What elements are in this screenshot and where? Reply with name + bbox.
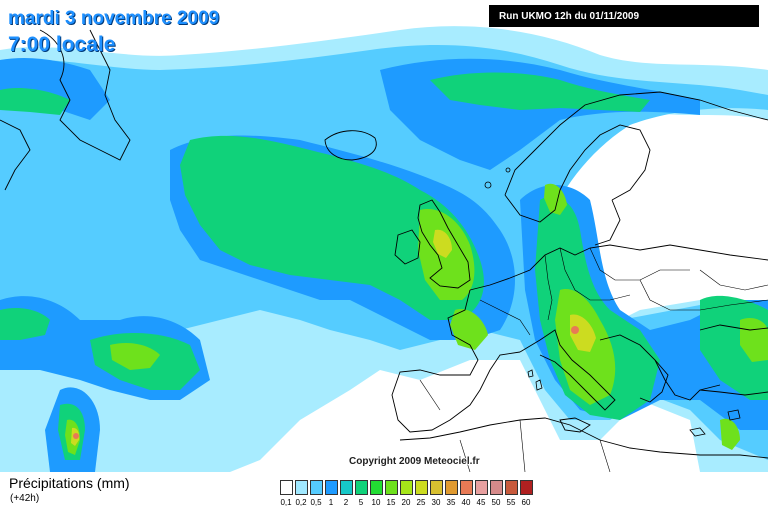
legend-swatch xyxy=(355,480,368,495)
run-info-label: Run UKMO 12h du 01/11/2009 xyxy=(489,5,759,27)
legend-swatch xyxy=(490,480,503,495)
legend-label: 45 xyxy=(476,498,486,507)
legend-label: 0,2 xyxy=(295,498,307,507)
legend-label: 35 xyxy=(446,498,456,507)
legend-swatch xyxy=(475,480,488,495)
legend-swatch xyxy=(415,480,428,495)
legend-swatch xyxy=(295,480,308,495)
legend-swatch xyxy=(280,480,293,495)
legend-label: 1 xyxy=(328,498,334,507)
legend-swatch xyxy=(400,480,413,495)
legend-label: 15 xyxy=(386,498,396,507)
legend-label: 0,1 xyxy=(280,498,292,507)
legend-swatch xyxy=(340,480,353,495)
legend-swatch xyxy=(325,480,338,495)
precip-field-red xyxy=(73,326,579,439)
variable-name: Précipitations (mm) xyxy=(9,475,130,491)
footer-area xyxy=(0,472,768,512)
legend-label: 30 xyxy=(431,498,441,507)
precip-field-yellow xyxy=(71,229,596,446)
legend-swatch xyxy=(505,480,518,495)
legend-label: 10 xyxy=(371,498,381,507)
coastlines xyxy=(0,29,768,472)
legend-swatch xyxy=(385,480,398,495)
run-info-text: Run UKMO 12h du 01/11/2009 xyxy=(499,10,640,22)
legend-swatch xyxy=(460,480,473,495)
legend-label: 0,5 xyxy=(310,498,322,507)
legend-swatch xyxy=(370,480,383,495)
legend-label: 55 xyxy=(506,498,516,507)
precipitation-map xyxy=(0,26,768,472)
copyright-label: Copyright 2009 Meteociel.fr xyxy=(349,456,480,467)
legend-label: 40 xyxy=(461,498,471,507)
legend-label: 60 xyxy=(521,498,531,507)
legend-swatch xyxy=(430,480,443,495)
legend-label: 20 xyxy=(401,498,411,507)
legend-swatch xyxy=(520,480,533,495)
lead-time: (+42h) xyxy=(10,493,40,504)
map-time-title: 7:00 locale xyxy=(8,33,116,56)
legend-swatch xyxy=(310,480,323,495)
legend-label: 5 xyxy=(358,498,364,507)
legend-swatch xyxy=(445,480,458,495)
legend-label: 25 xyxy=(416,498,426,507)
islands xyxy=(484,167,741,437)
legend-label: 50 xyxy=(491,498,501,507)
legend-label: 2 xyxy=(343,498,349,507)
map-date-title: mardi 3 novembre 2009 xyxy=(8,8,220,29)
